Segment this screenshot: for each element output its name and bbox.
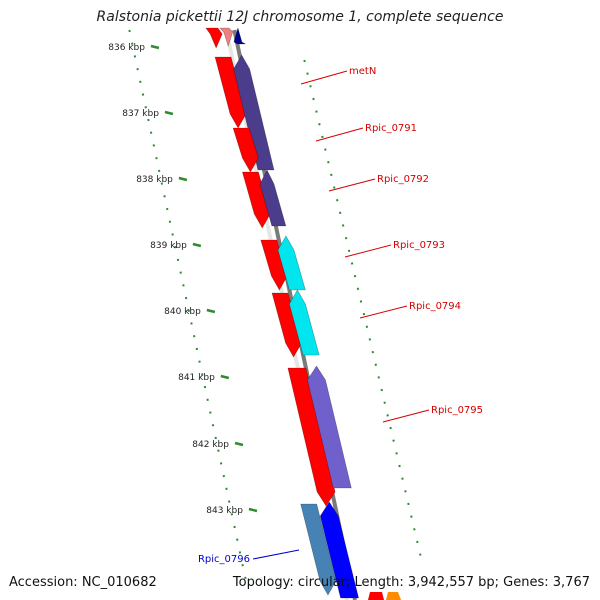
gene-label-leader — [382, 409, 430, 423]
gene-arrow — [300, 503, 337, 596]
ruler-tick-label: 840 kbp — [164, 307, 201, 317]
ruler-tick-label: 841 kbp — [178, 373, 215, 383]
gene-label: Rpic_0792 — [377, 174, 429, 185]
ruler-tick-label: 839 kbp — [150, 241, 187, 251]
gene-label-leader — [315, 127, 364, 142]
genome-summary-text: Topology: circular; Length: 3,942,557 bp… — [232, 575, 590, 590]
gene-label: Rpic_0796 — [198, 554, 250, 565]
gene-arrow — [259, 169, 287, 227]
gene-arrow — [287, 367, 336, 507]
gene-label-leader — [344, 244, 392, 258]
gene-arrow — [271, 292, 302, 358]
ruler: 836 kbp 837 kbp 838 kbp 839 kbp 840 kbp 841 k… — [108, 29, 423, 586]
gene-arrow — [232, 127, 259, 173]
gene-arrow — [214, 56, 247, 129]
gene-label-leader — [300, 70, 348, 85]
accession-text: Accession: NC_010682 — [9, 575, 157, 590]
map-title: Ralstonia pickettii 12J chromosome 1, co… — [96, 9, 504, 25]
gene-arrow — [319, 501, 359, 599]
gene-label: metN — [349, 66, 376, 77]
gene-arrow — [368, 592, 384, 600]
ruler-tick — [178, 176, 188, 182]
ruler-tick-label: 836 kbp — [108, 43, 145, 53]
ruler-tick-label: 842 kbp — [192, 440, 229, 450]
gene-label: Rpic_0791 — [365, 123, 417, 134]
ruler-tick — [248, 507, 258, 513]
ruler-tick — [192, 242, 202, 248]
ruler-tick — [234, 441, 244, 447]
gene-arrow — [219, 27, 234, 47]
ruler-tick-label: 837 kbp — [122, 109, 159, 119]
gene-arrow — [233, 26, 247, 45]
ruler-tick — [206, 308, 216, 314]
gene-arrow — [289, 289, 320, 356]
gene-arrow — [260, 239, 288, 291]
ruler-tick — [164, 110, 174, 116]
ruler-tick — [150, 44, 160, 50]
gene-arrow — [233, 54, 275, 171]
gene-label-leader — [252, 549, 300, 560]
gene-label-leader — [359, 305, 408, 319]
gene-labels: metN Rpic_0791 Rpic_0792 Rpic_0793 Rpic_0794… — [198, 66, 483, 565]
gene-arrow — [307, 365, 352, 489]
ruler-tick-label: 838 kbp — [136, 175, 173, 185]
gene-label-leader — [328, 178, 376, 192]
ruler-tick-label: 843 kbp — [206, 506, 243, 516]
gene-label: Rpic_0795 — [431, 405, 483, 416]
ruler-tick — [220, 374, 230, 380]
gene-label: Rpic_0794 — [409, 301, 461, 312]
gene-arrow — [205, 27, 223, 49]
gene-arrow — [386, 592, 401, 600]
gene-label: Rpic_0793 — [393, 240, 445, 251]
gene-arrow — [242, 171, 271, 229]
gene-track — [205, 26, 401, 600]
